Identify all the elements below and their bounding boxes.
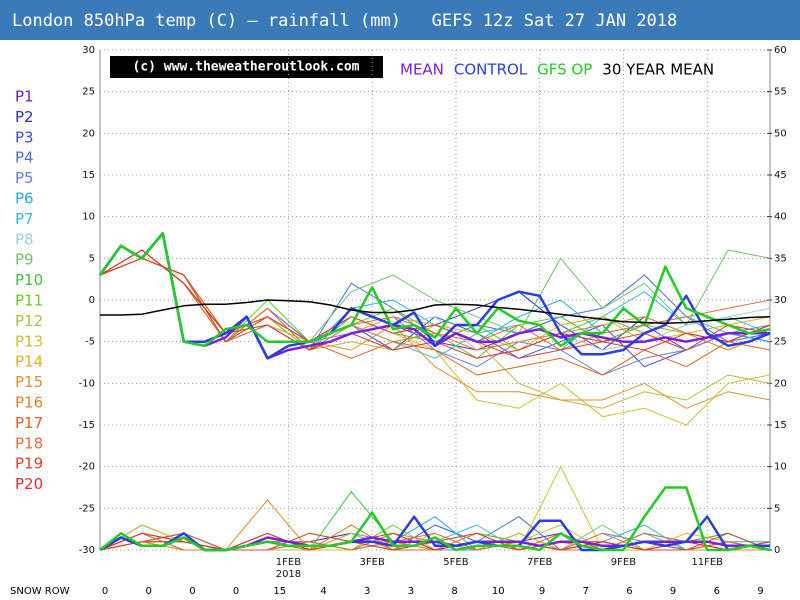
y2-tick-label: 10 [774, 462, 787, 473]
y-tick-label: 25 [82, 87, 95, 98]
legend-entry: P17 [15, 414, 43, 432]
legend-entry: P7 [15, 210, 34, 228]
legend-entry: P3 [15, 128, 34, 146]
legend-entry: P16 [15, 394, 43, 412]
snow-row-label: SNOW ROW [10, 586, 70, 597]
snow-row-value: 0 [189, 586, 195, 597]
y2-tick-label: 55 [774, 87, 787, 98]
y-tick-label: -20 [79, 462, 95, 473]
member-rain-line [99, 532, 771, 551]
x-tick-label: 9FEB [611, 557, 636, 568]
legend-entry: GFS OP [537, 61, 592, 79]
legend-entry: P5 [15, 169, 34, 187]
legend-entry: P2 [15, 108, 34, 126]
legend-entry: P15 [15, 373, 43, 391]
snow-row-value: 9 [670, 586, 676, 597]
snow-row-value: 0 [233, 586, 239, 597]
legend-entry: P4 [15, 149, 34, 167]
member-temp-line [99, 249, 771, 351]
y-tick-label: -15 [79, 420, 95, 431]
legend-entry: MEAN [400, 61, 444, 79]
y-tick-label: 5 [89, 253, 95, 264]
y2-tick-label: 30 [774, 295, 787, 306]
legend-entry: P14 [15, 353, 43, 371]
snow-row-value: 15 [273, 586, 286, 597]
snow-row-value: 3 [408, 586, 414, 597]
snow-row-value: 8 [451, 586, 457, 597]
legend-entry: P11 [15, 292, 43, 310]
header-bar [0, 0, 800, 40]
temp-line [98, 232, 771, 348]
y-tick-label: -5 [85, 337, 95, 348]
member-temp-line [99, 249, 771, 359]
y2-tick-label: 5 [774, 503, 780, 514]
snow-row-value: 3 [364, 586, 370, 597]
y2-tick-label: 50 [774, 128, 787, 139]
legend-entry: P9 [15, 251, 34, 269]
snow-row-value: 6 [626, 586, 632, 597]
y-tick-label: 0 [89, 295, 95, 306]
legend-entry: CONTROL [454, 61, 528, 79]
member-temp-line [99, 257, 771, 376]
x-tick-label: 1FEB [276, 557, 301, 568]
y2-tick-label: 20 [774, 378, 787, 389]
legend-entry: P6 [15, 190, 34, 208]
snow-row-value: 9 [539, 586, 545, 597]
y2-tick-label: 40 [774, 212, 787, 223]
y2-tick-label: 45 [774, 170, 787, 181]
y2-tick-label: 25 [774, 337, 787, 348]
x-tick-label: 11FEB [691, 557, 723, 568]
watermark-box [110, 56, 383, 78]
y-tick-label: 15 [82, 170, 95, 181]
legend-entry: 30 YEAR MEAN [602, 61, 714, 79]
temp-line [100, 299, 771, 325]
x-tick-label: 3FEB [360, 557, 385, 568]
snow-row-value: 0 [146, 586, 152, 597]
y-tick-label: -10 [79, 378, 95, 389]
snow-row-value: 0 [102, 586, 108, 597]
legend-entry: P19 [15, 455, 43, 473]
x-tick-label: 7FEB [527, 557, 552, 568]
y-tick-label: -25 [79, 503, 95, 514]
legend-entry: P10 [15, 271, 43, 289]
snow-row-value: 4 [320, 586, 326, 597]
chart-title: London 850hPa temp (C) — rainfall (mm) G… [12, 11, 677, 31]
snow-row-value: 9 [757, 586, 763, 597]
legend-entry: P20 [15, 475, 43, 493]
y2-tick-label: 15 [774, 420, 787, 431]
legend-entry: P8 [15, 230, 34, 248]
legend-entry: P1 [15, 88, 34, 106]
snow-row-value: 10 [492, 586, 505, 597]
legend-entry: P12 [15, 312, 43, 330]
member-temp-line [99, 249, 771, 343]
x-tick-year: 2018 [276, 569, 301, 580]
y2-tick-label: 35 [774, 253, 787, 264]
watermark: (c) www.theweatheroutlook.com [133, 60, 360, 75]
y-tick-label: 30 [82, 45, 95, 56]
y-tick-label: 10 [82, 212, 95, 223]
legend-entry: P18 [15, 434, 43, 452]
y-tick-label: -30 [79, 545, 95, 556]
legend-entry: P13 [15, 332, 43, 350]
snow-row-value: 7 [583, 586, 589, 597]
y2-tick-label: 0 [774, 545, 780, 556]
temp-line [98, 232, 770, 360]
x-tick-label: 5FEB [443, 557, 468, 568]
snow-row-value: 6 [714, 586, 720, 597]
rain-line [99, 486, 771, 552]
y2-tick-label: 60 [774, 45, 787, 56]
y-tick-label: 20 [82, 128, 95, 139]
